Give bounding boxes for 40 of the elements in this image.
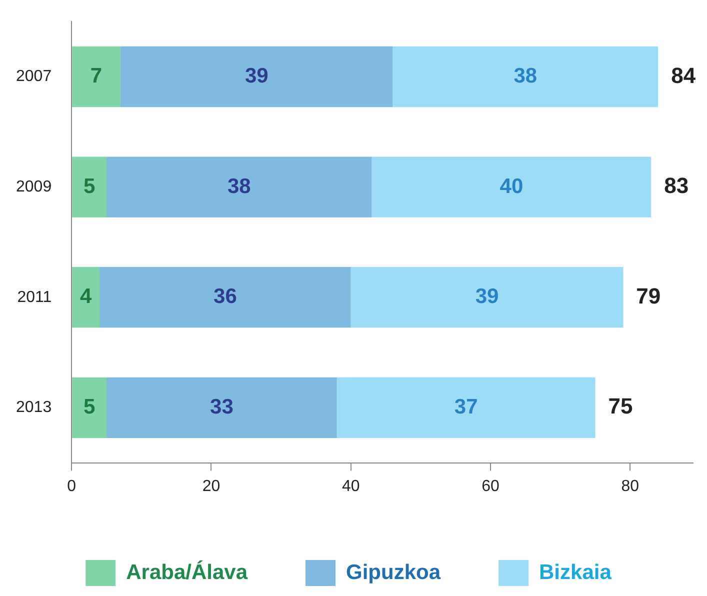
- total-label: 75: [608, 394, 633, 419]
- y-tick-label: 2009: [16, 178, 52, 196]
- x-tick-label: 20: [202, 478, 220, 495]
- data-label: 40: [500, 174, 524, 198]
- data-label: 37: [454, 395, 478, 418]
- bar: [100, 267, 351, 328]
- x-tick-label: 60: [482, 478, 500, 495]
- total-label: 83: [664, 173, 689, 198]
- bar: [392, 46, 658, 108]
- data-label: 5: [83, 174, 96, 198]
- legend-label: Araba/Álava: [126, 560, 248, 584]
- data-label: 38: [227, 174, 252, 198]
- data-label: 36: [214, 285, 237, 308]
- bar: [72, 46, 120, 108]
- bar: [372, 156, 652, 218]
- data-label: 39: [244, 64, 268, 88]
- total-label: 79: [636, 283, 661, 308]
- bar: [72, 377, 107, 438]
- data-label: 5: [83, 395, 96, 418]
- total-label: 84: [671, 62, 696, 88]
- data-label: 7: [90, 64, 102, 88]
- bar: [336, 377, 596, 438]
- data-label: 4: [80, 285, 92, 308]
- data-label: 38: [514, 64, 538, 88]
- y-tick-label: 2011: [17, 288, 52, 306]
- x-tick-label: 0: [67, 478, 76, 495]
- data-label: 33: [210, 395, 234, 418]
- bar: [106, 377, 337, 438]
- bar: [72, 267, 100, 328]
- x-tick-label: 40: [342, 478, 360, 495]
- bar: [106, 156, 372, 218]
- data-label: 39: [475, 285, 499, 308]
- legend-label: Gipuzkoa: [346, 560, 441, 584]
- y-tick-label: 2007: [16, 68, 52, 86]
- y-tick-label: 2013: [16, 399, 52, 416]
- legend-label: Bizkaia: [539, 560, 612, 584]
- bar: [72, 156, 107, 218]
- bar: [120, 46, 393, 108]
- x-tick-label: 80: [621, 478, 640, 495]
- bar: [350, 267, 624, 328]
